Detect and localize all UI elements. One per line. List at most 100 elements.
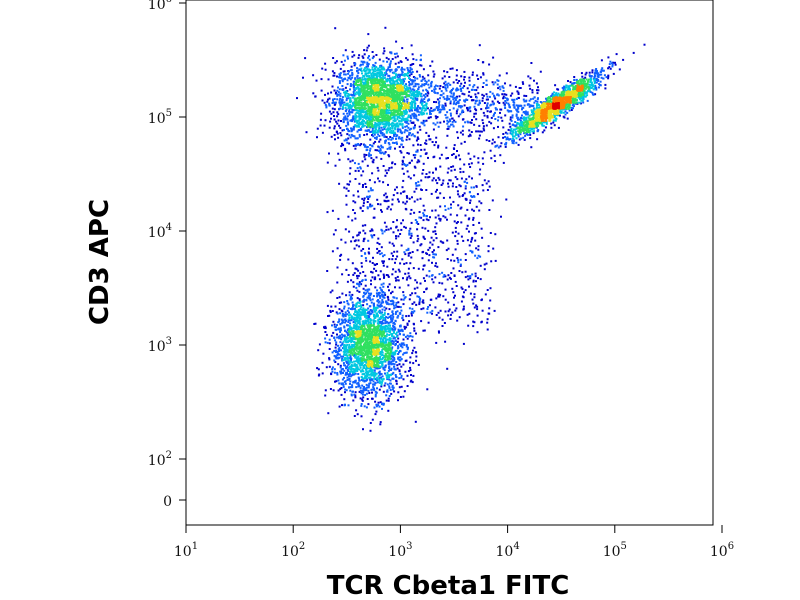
event-dot	[572, 107, 574, 110]
event-dot	[601, 67, 604, 70]
event-dot	[474, 239, 477, 242]
event-dot	[381, 308, 384, 311]
event-dot	[466, 181, 469, 184]
event-dot	[371, 189, 374, 192]
event-dot	[378, 377, 381, 380]
event-dot	[505, 141, 508, 144]
event-dot	[337, 91, 340, 94]
event-dot	[413, 174, 416, 177]
event-dot	[343, 318, 346, 321]
event-dot	[344, 147, 347, 150]
event-dot	[361, 186, 364, 188]
event-dot	[366, 195, 369, 198]
event-dot	[395, 279, 397, 282]
event-dot	[595, 81, 598, 84]
event-dot	[370, 116, 373, 119]
event-dot	[393, 307, 396, 310]
event-dot	[379, 286, 382, 289]
event-dot	[420, 111, 423, 114]
event-dot	[466, 109, 469, 112]
event-dot	[345, 357, 348, 360]
event-dot	[353, 89, 356, 92]
event-dot	[384, 200, 387, 203]
event-dot	[452, 291, 455, 294]
event-dot	[355, 91, 358, 94]
event-dot	[570, 83, 573, 86]
event-dot	[392, 335, 395, 338]
event-dot	[351, 327, 354, 330]
event-dot	[505, 101, 508, 104]
event-dot	[473, 84, 476, 87]
event-dot	[388, 112, 391, 115]
event-dot	[469, 199, 472, 202]
event-dot	[417, 159, 420, 162]
event-dot	[446, 218, 448, 221]
event-dot	[600, 73, 603, 76]
event-dot	[412, 267, 415, 270]
event-dot	[392, 359, 395, 362]
event-dot	[521, 114, 523, 117]
event-dot	[338, 301, 341, 304]
event-dot	[338, 308, 341, 311]
event-dot	[383, 76, 386, 79]
event-dot	[358, 298, 361, 301]
event-dot	[432, 230, 435, 233]
event-dot	[439, 219, 442, 222]
event-dot	[405, 121, 408, 124]
event-dot	[473, 186, 475, 189]
event-dot	[406, 337, 409, 340]
event-dot	[474, 102, 477, 105]
event-dot	[479, 130, 482, 133]
event-dot	[369, 138, 372, 141]
event-dot	[453, 259, 456, 262]
event-dot	[390, 83, 393, 85]
event-dot	[344, 49, 347, 52]
event-dot	[595, 88, 598, 91]
event-dot	[455, 69, 458, 72]
event-dot	[354, 63, 357, 65]
event-dot	[510, 110, 513, 113]
event-dot	[350, 393, 353, 396]
event-dot	[378, 337, 381, 340]
event-dot	[357, 81, 360, 83]
event-dot	[345, 92, 348, 94]
event-dot	[397, 399, 399, 402]
event-dot	[480, 320, 483, 323]
event-dot	[438, 100, 441, 103]
event-dot	[447, 157, 449, 159]
event-dot	[372, 256, 374, 259]
event-dot	[525, 113, 528, 116]
event-dot	[542, 101, 545, 104]
event-dot	[336, 350, 339, 353]
event-dot	[357, 86, 360, 89]
event-dot	[387, 316, 389, 319]
event-dot	[382, 301, 384, 304]
event-dot	[435, 314, 438, 316]
event-dot	[385, 131, 388, 134]
event-dot	[387, 363, 390, 366]
event-dot	[614, 63, 617, 66]
event-dot	[357, 233, 360, 236]
event-dot	[517, 118, 519, 121]
event-dot	[348, 142, 351, 145]
event-dot	[591, 71, 594, 74]
event-dot	[409, 356, 412, 359]
event-dot	[336, 333, 338, 336]
event-dot	[361, 119, 364, 122]
event-dot	[568, 109, 571, 112]
event-dot	[389, 146, 392, 149]
event-dot	[449, 120, 452, 123]
event-dot	[416, 286, 419, 289]
event-dot	[497, 136, 500, 139]
event-dot	[341, 313, 344, 315]
event-dot	[366, 133, 368, 136]
event-dot	[482, 82, 485, 84]
event-dot	[398, 79, 401, 82]
event-dot	[446, 239, 449, 242]
event-dot	[443, 108, 446, 111]
event-dot	[383, 194, 386, 197]
event-dot	[419, 107, 422, 110]
event-dot	[453, 296, 455, 299]
event-dot	[399, 350, 402, 353]
event-dot	[355, 303, 358, 306]
